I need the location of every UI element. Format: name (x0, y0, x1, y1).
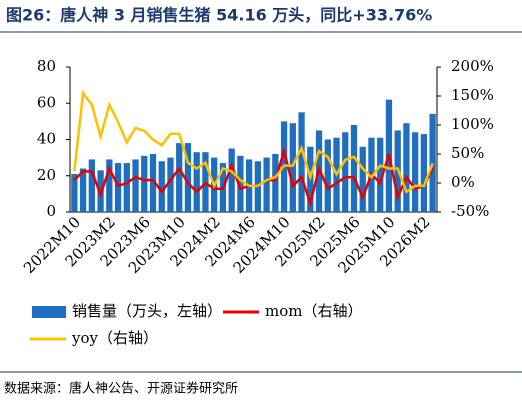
bar (141, 155, 148, 212)
bar (324, 139, 331, 212)
y-tick-label: 80 (37, 57, 56, 75)
bar (420, 134, 428, 212)
y-tick-label: 60 (37, 93, 56, 111)
bar (403, 123, 410, 212)
bar (79, 168, 87, 212)
bar (176, 143, 183, 212)
legend-label: 销售量（万头，左轴） (72, 302, 222, 320)
bar (123, 163, 130, 212)
bar (167, 157, 174, 212)
bar (359, 146, 366, 212)
bar (88, 159, 95, 212)
bar (298, 112, 305, 212)
y2-tick-label: 150% (451, 86, 494, 104)
line (73, 89, 434, 194)
bar (149, 154, 157, 212)
bar (412, 132, 419, 212)
bar (106, 159, 113, 212)
bar (228, 148, 235, 212)
y2-tick-label: 100% (451, 115, 494, 133)
source: 数据来源：唐人神公告、开源证券研究所 (4, 381, 238, 397)
bar (184, 143, 192, 212)
bar (237, 155, 244, 212)
bar (350, 125, 358, 212)
legend-label: mom（右轴） (265, 302, 362, 320)
chart-title: 图26：唐人神 3 月销售生猪 54.16 万头，同比+33.76% (6, 6, 432, 25)
bar (263, 157, 270, 212)
y2-tick-label: -50% (451, 202, 489, 220)
y2-tick-label: 50% (451, 144, 484, 162)
bar (342, 132, 349, 212)
bar (377, 137, 384, 212)
y-tick-label: 40 (37, 130, 56, 148)
bar (114, 163, 122, 212)
y-tick-label: 20 (37, 166, 56, 184)
legend-label: yoy（右轴） (71, 329, 158, 347)
bar (158, 161, 165, 212)
bar (272, 154, 279, 212)
legend-swatch (32, 306, 66, 318)
bar (132, 159, 139, 212)
y2-tick-label: 0% (451, 173, 475, 191)
bar (71, 173, 78, 212)
bar (193, 152, 200, 212)
bar (429, 113, 436, 212)
y2-tick-label: 200% (451, 57, 494, 75)
bar (289, 123, 296, 212)
y-tick-label: 0 (46, 202, 56, 220)
